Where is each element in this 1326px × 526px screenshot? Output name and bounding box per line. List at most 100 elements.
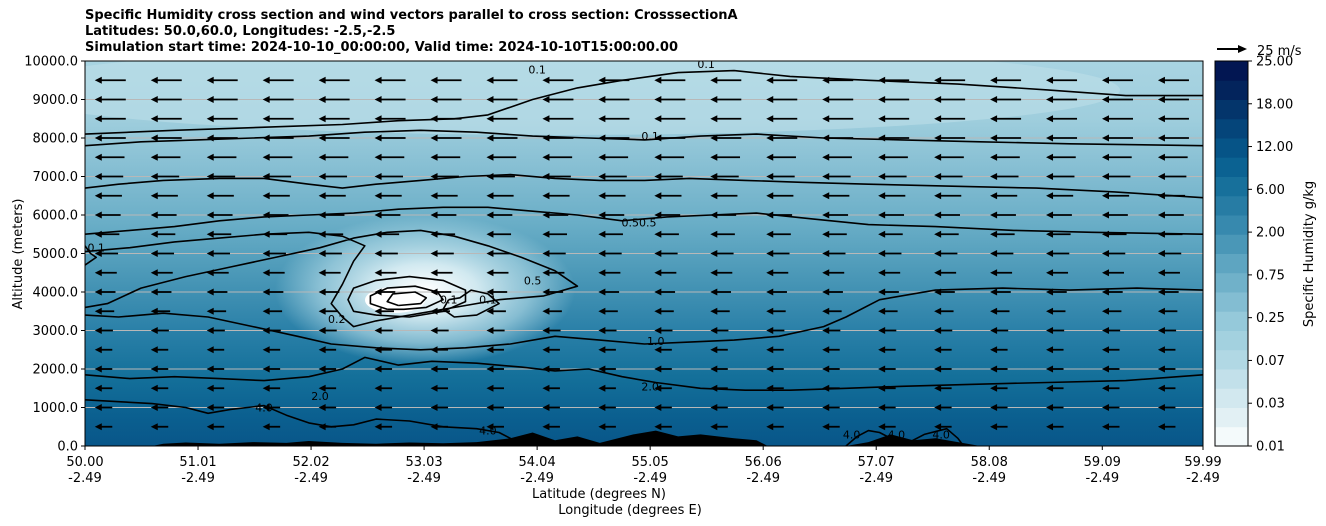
wind-vector [206, 192, 234, 200]
wind-vector [654, 269, 677, 277]
wind-vector [822, 230, 847, 238]
wind-vector [374, 269, 397, 277]
colorbar-tick-label: 0.75 [1256, 268, 1285, 283]
wind-vector [1101, 327, 1121, 334]
x-axis: 50.00-2.4951.01-2.4952.02-2.4953.03-2.49… [66, 446, 1222, 486]
wind-vector [486, 288, 508, 296]
wind-vector [934, 307, 954, 315]
wind-vector [990, 115, 1022, 123]
wind-vector [318, 404, 337, 411]
wind-vector [262, 96, 294, 103]
contour-line-0.5 [85, 173, 1203, 199]
y-tick-label: 7000.0 [33, 170, 79, 185]
wind-vector [206, 288, 228, 296]
wind-vector [878, 423, 896, 431]
chart-title-line-3: Simulation start time: 2024-10-10_00:00:… [85, 40, 678, 55]
wind-vector [990, 230, 1015, 238]
contour-label: 4.0 [932, 428, 950, 441]
wind-vector [318, 96, 350, 103]
wind-vector [150, 173, 180, 180]
wind-vector [206, 327, 225, 334]
wind-vector [94, 76, 126, 84]
svg-text:0.1: 0.1 [641, 130, 659, 143]
wind-vector [598, 115, 630, 123]
contour-label: 4.0 [255, 402, 273, 415]
wind-vector [94, 192, 122, 200]
wind-vector [318, 173, 348, 180]
contour-label: 0.5 [524, 274, 542, 287]
wind-vector [990, 173, 1019, 180]
wind-vector [598, 269, 621, 277]
wind-vector [486, 346, 504, 354]
wind-vector [934, 365, 952, 373]
wind-vector [822, 269, 845, 277]
wind-vector [1157, 346, 1176, 354]
x-tick-label-lat: 59.99 [1184, 455, 1221, 470]
wind-vector [1157, 134, 1189, 142]
contour-label: 4.0 [888, 428, 906, 441]
wind-vector [598, 365, 616, 373]
x-tick-label-lon: -2.49 [1085, 471, 1119, 486]
svg-text:4.0: 4.0 [843, 428, 861, 441]
wind-vector [654, 115, 686, 123]
wind-vector [542, 307, 562, 315]
wind-vector [710, 288, 732, 296]
x-tick-label-lat: 52.02 [292, 455, 329, 470]
wind-vector [94, 211, 121, 219]
quiver-key: 25 m/s [1217, 44, 1302, 59]
wind-vector [822, 307, 842, 315]
x-tick-label-lon: -2.49 [746, 471, 780, 486]
wind-vector [654, 153, 685, 161]
contour-label: 0.1 [87, 242, 105, 255]
wind-vector [94, 96, 126, 103]
wind-vector [262, 153, 293, 161]
wind-vector [94, 327, 113, 334]
wind-vector [598, 96, 630, 103]
wind-vector [1046, 365, 1064, 373]
wind-vector [206, 404, 225, 411]
wind-vector [150, 423, 169, 431]
wind-vector [486, 404, 504, 411]
x-tick-label-lat: 55.05 [632, 455, 669, 470]
wind-vector [206, 230, 232, 238]
wind-vector [710, 307, 730, 315]
wind-vector [430, 288, 452, 296]
y-axis-title: Altitude (meters) [11, 199, 26, 310]
x-tick-label-lon: -2.49 [181, 471, 215, 486]
quiver-key-arrowhead [1238, 45, 1247, 53]
colorbar-tick-label: 25.00 [1256, 55, 1293, 70]
wind-vector [990, 404, 1008, 411]
wind-vector [766, 346, 784, 354]
wind-vector [150, 96, 182, 103]
wind-vector [1101, 307, 1122, 315]
wind-vector [1157, 288, 1179, 296]
wind-vector [654, 288, 676, 296]
svg-text:0.1: 0.1 [528, 63, 546, 76]
wind-vector [150, 211, 177, 219]
x-tick-label-lon: -2.49 [859, 471, 893, 486]
svg-text:0.5: 0.5 [524, 274, 542, 287]
wind-vector [1101, 384, 1120, 392]
wind-vector [990, 153, 1020, 161]
wind-vector [990, 211, 1016, 219]
colorbar-segment [1215, 292, 1248, 312]
wind-vector [1101, 365, 1120, 373]
x-tick-label-lat: 50.00 [66, 455, 103, 470]
wind-vector [1101, 153, 1132, 161]
wind-vector [318, 134, 350, 142]
wind-vector [1157, 250, 1182, 257]
wind-vector [878, 288, 899, 296]
wind-vector [94, 384, 113, 392]
wind-vector [598, 423, 616, 431]
wind-vector [430, 192, 458, 200]
y-tick-label: 9000.0 [33, 93, 79, 108]
upper-dry-band [85, 61, 1120, 135]
wind-vector [766, 327, 785, 334]
wind-vector [206, 423, 225, 431]
wind-vector [262, 346, 281, 354]
wind-vector [990, 76, 1022, 84]
wind-vector [598, 192, 626, 200]
wind-vector [1157, 365, 1176, 373]
wind-vector [822, 250, 846, 257]
wind-vector [878, 346, 896, 354]
